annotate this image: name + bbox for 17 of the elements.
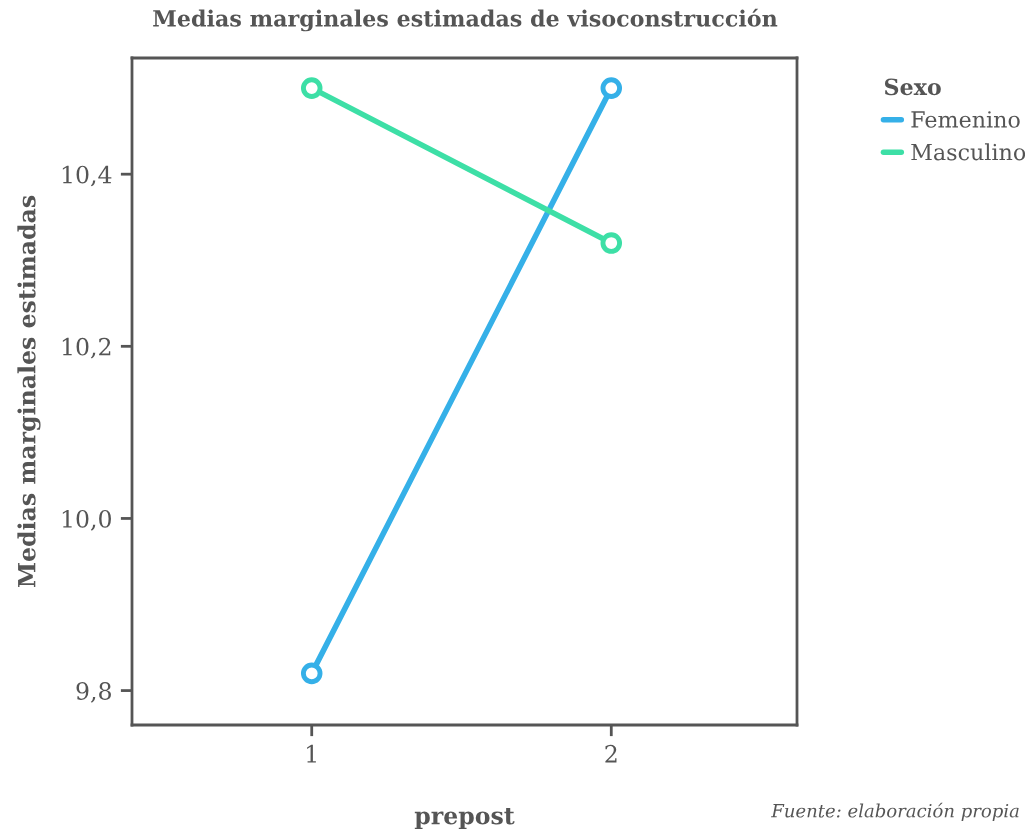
point <box>300 662 323 685</box>
point <box>600 232 623 254</box>
source-note: Fuente: elaboración propia <box>771 802 1019 822</box>
point <box>300 77 323 99</box>
y-tick-label: 10,0 <box>62 509 111 531</box>
y-tick-label: 9,8 <box>76 682 111 703</box>
legend-label: Masculino <box>911 143 1025 161</box>
y-tick-label: 10,2 <box>62 337 111 359</box>
legend-label: Femenino <box>911 111 1020 128</box>
y-axis-title: Medias marginales estimadas <box>17 195 41 588</box>
y-tick-label: 10,4 <box>62 165 112 187</box>
chart-title: Medias marginales estimadas de visoconstrucción <box>153 8 778 32</box>
point <box>600 77 623 99</box>
x-tick-label: 1 <box>307 744 316 763</box>
x-tick-label: 2 <box>605 744 617 763</box>
legend-title: Sexo <box>884 78 941 96</box>
x-axis-title: prepost <box>414 808 515 830</box>
